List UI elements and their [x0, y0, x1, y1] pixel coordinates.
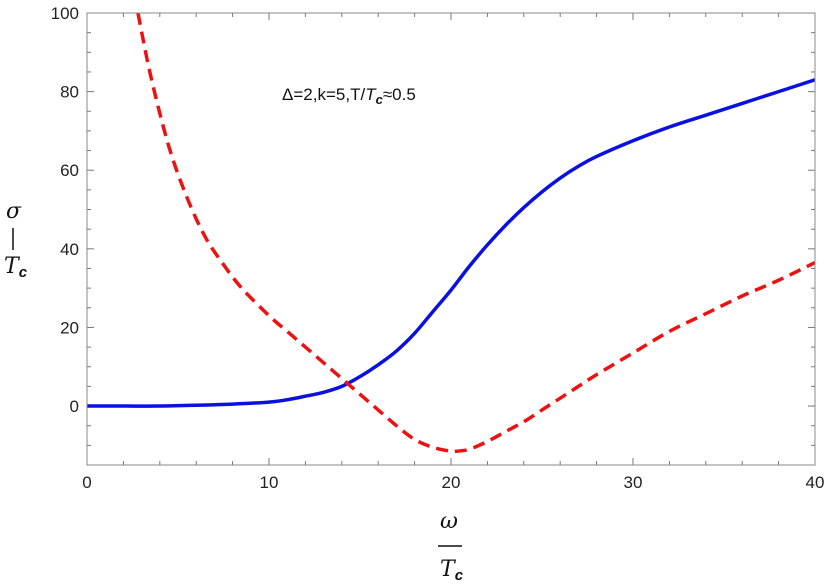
ylabel-denominator-var: T [4, 254, 21, 279]
ylabel-denominator: Tc [4, 254, 28, 281]
xlabel-denominator-var: T [440, 557, 457, 582]
annotation-var: T [365, 85, 377, 104]
annotation-prefix: Δ=2,k=5,T/ [282, 85, 365, 104]
x-tick-label: 0 [82, 473, 91, 492]
plot-frame [86, 12, 816, 466]
y-tick-label: 100 [51, 4, 79, 23]
annotation: Δ=2,k=5,T/Tc≈0.5 [282, 85, 416, 107]
ticks-layer: 0 10 20 30 40 0 20 40 60 80 100 [51, 4, 825, 492]
y-tick-label: 0 [70, 397, 79, 416]
series-line-solid [87, 78, 815, 408]
xlabel-denominator-sub: c [455, 567, 464, 584]
annotation-suffix: ≈0.5 [383, 85, 416, 104]
x-tick-label: 40 [806, 473, 825, 492]
y-tick-label: 40 [60, 240, 79, 259]
y-tick-label: 80 [60, 83, 79, 102]
ylabel-denominator-sub: c [19, 264, 28, 281]
xlabel-denominator: Tc [440, 557, 464, 584]
x-tick-label: 30 [624, 473, 643, 492]
annotation-sub: c [376, 92, 384, 107]
xlabel-numerator: ω [440, 509, 458, 534]
ylabel-numerator: σ [6, 199, 22, 224]
labels-layer: Δ=2,k=5,T/Tc≈0.5 σ Tc ω Tc [4, 85, 464, 584]
x-tick-label: 20 [442, 473, 461, 492]
y-tick-label: 60 [60, 161, 79, 180]
series-line-dashed [136, 13, 815, 454]
x-tick-label: 10 [260, 473, 279, 492]
series-layer [87, 13, 815, 454]
y-tick-label: 20 [60, 318, 79, 337]
